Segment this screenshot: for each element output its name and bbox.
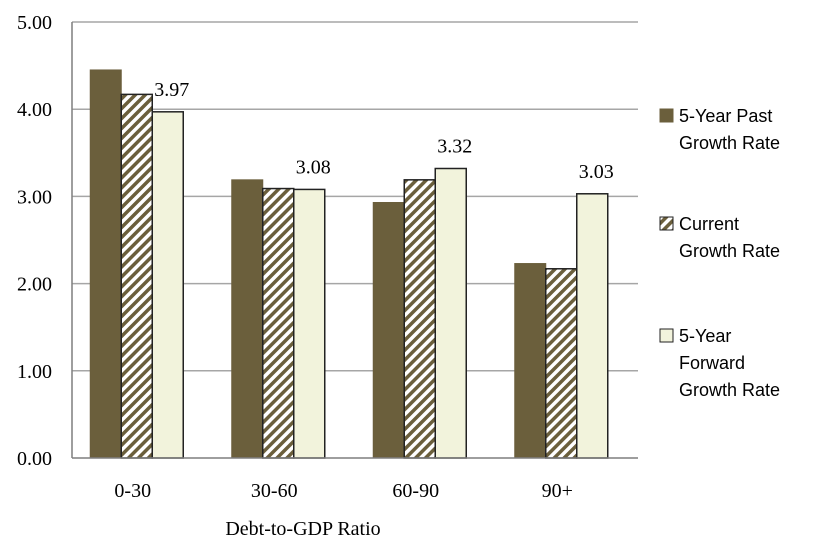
- bar-1-2: [372, 202, 405, 459]
- labels: 0.00 1.00 2.00 3.00 4.00 5.00 0-30 30-60 60-90 90…: [17, 12, 614, 502]
- y-tick-label: 3.00: [17, 186, 52, 208]
- data-label: 3.97: [154, 79, 189, 101]
- x-tick-label: 90+: [542, 480, 573, 502]
- y-tick-label: 2.00: [17, 274, 52, 296]
- legend: 5-Year Past Growth Rate Current Growth Rate…: [659, 106, 780, 400]
- y-tick-label: 1.00: [17, 361, 52, 383]
- legend-label-2: Growth Rate: [679, 241, 780, 261]
- x-tick-label: 60-90: [392, 480, 439, 502]
- x-tick-label: 0-30: [114, 480, 151, 502]
- y-tick-label: 5.00: [17, 12, 52, 34]
- data-label: 3.03: [579, 161, 614, 183]
- legend-label-1: Growth Rate: [679, 133, 780, 153]
- y-tick-label: 0.00: [17, 448, 52, 470]
- legend-label-1: 5-Year Past: [679, 106, 772, 126]
- legend-label-3: 5-Year: [679, 326, 731, 346]
- legend-swatch-1: [659, 108, 674, 123]
- x-axis-title: Debt-to-GDP Ratio: [225, 518, 380, 540]
- legend-label-3: Growth Rate: [679, 380, 780, 400]
- bar-2-2: [403, 179, 436, 459]
- data-label: 3.08: [296, 156, 331, 178]
- bar-1-3: [514, 263, 547, 459]
- legend-swatch-2: [659, 216, 674, 231]
- bar-2-1: [262, 187, 295, 459]
- bar-3-0: [151, 111, 184, 459]
- bar-2-3: [545, 268, 578, 459]
- bar-3-2: [434, 167, 467, 459]
- legend-label-3: Forward: [679, 353, 745, 373]
- bar-1-0: [89, 69, 122, 459]
- bar-1-1: [231, 179, 264, 459]
- bar-3-3: [576, 193, 609, 459]
- axes: [71, 22, 638, 459]
- data-label: 3.32: [437, 135, 472, 157]
- bar-3-1: [293, 188, 326, 459]
- x-tick-label: 30-60: [251, 480, 298, 502]
- bar-2-0: [120, 93, 153, 459]
- y-tick-label: 4.00: [17, 99, 52, 121]
- legend-swatch-3: [659, 328, 674, 343]
- bars: [89, 69, 609, 459]
- legend-label-2: Current: [679, 214, 739, 234]
